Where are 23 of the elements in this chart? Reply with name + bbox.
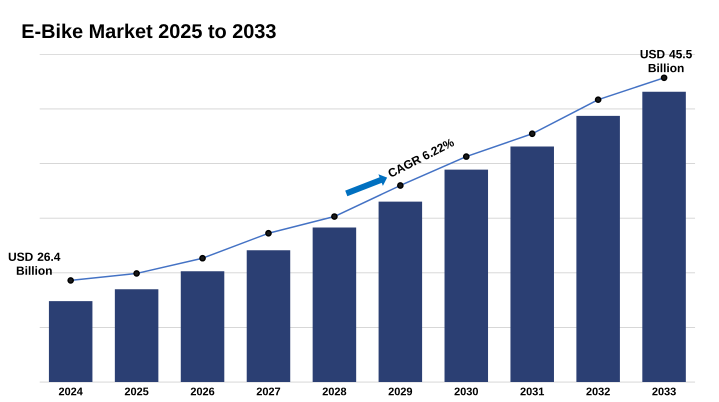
bar bbox=[312, 227, 356, 382]
x-tick-label: 2030 bbox=[454, 388, 478, 396]
bar bbox=[48, 301, 92, 382]
x-tick-label: 2026 bbox=[190, 388, 214, 396]
bar bbox=[510, 146, 554, 382]
bar bbox=[642, 92, 686, 382]
bar bbox=[114, 289, 158, 382]
bar bbox=[576, 116, 620, 382]
chart-title: E-Bike Market 2025 to 2033 bbox=[22, 24, 276, 38]
x-tick-label: 2027 bbox=[256, 388, 280, 396]
bar bbox=[180, 271, 224, 382]
bar bbox=[246, 250, 290, 382]
annotation: USD 45.5 Billion bbox=[640, 50, 692, 72]
x-tick-label: 2029 bbox=[388, 388, 412, 396]
annotation: USD 26.4 Billion bbox=[8, 252, 60, 275]
bar bbox=[378, 202, 422, 382]
x-tick-label: 2033 bbox=[652, 388, 676, 396]
x-tick-label: 2025 bbox=[124, 388, 148, 396]
bar bbox=[444, 170, 488, 382]
x-tick-label: 2028 bbox=[322, 388, 346, 396]
x-tick-label: 2032 bbox=[586, 388, 610, 396]
x-tick-label: 2024 bbox=[58, 388, 83, 396]
x-tick-label: 2031 bbox=[520, 388, 544, 396]
